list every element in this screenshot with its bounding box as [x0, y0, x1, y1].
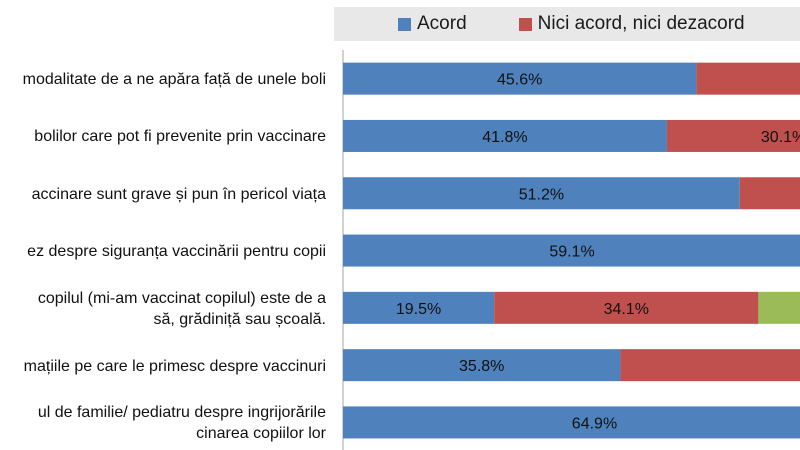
data-label: 45.6% — [497, 72, 542, 89]
bar-segment-series-0 — [343, 349, 621, 382]
bar-segment-series-0 — [343, 234, 800, 267]
data-label: 64.9% — [572, 415, 617, 432]
data-label: 19.5% — [396, 301, 441, 318]
category-label: modalitate de a ne apăra față de unele b… — [22, 71, 326, 89]
legend: Acord Nici acord, nici dezacord — [334, 7, 800, 41]
legend-swatch-neutral — [518, 17, 532, 31]
bar-segment-series-1 — [620, 349, 800, 382]
category-label: mațiile pe care le primesc despre vaccin… — [23, 357, 326, 375]
bar-segment-series-0 — [343, 119, 667, 152]
data-label: 35.8% — [459, 358, 504, 375]
category-label: accinare sunt grave și pun în pericol vi… — [31, 185, 326, 203]
bar-segment-series-0 — [343, 177, 740, 210]
data-label: 34.1% — [604, 301, 649, 318]
bar-segment-series-0 — [343, 291, 495, 324]
bar-segment-series-0 — [343, 406, 800, 439]
data-label: 41.8% — [482, 129, 527, 146]
legend-label-acord: Acord — [417, 13, 467, 34]
category-label: cinarea copiilor lor — [196, 425, 326, 443]
bar-segment-series-0 — [343, 62, 697, 95]
bar-segment-series-1 — [494, 291, 759, 324]
legend-item-neutral: Nici acord, nici dezacord — [518, 13, 745, 35]
data-label: 30.1% — [761, 129, 800, 146]
category-label: bolilor care pot fi prevenite prin vacci… — [34, 128, 326, 146]
bar-segment-series-1 — [666, 119, 800, 152]
category-label: copilul (mi-am vaccinat copilul) este de… — [37, 289, 326, 307]
category-label: să, grădiniță sau școală. — [153, 310, 326, 328]
data-label: 51.2% — [519, 186, 564, 203]
category-labels: modalitate de a ne apăra față de unele b… — [0, 0, 336, 450]
bar-segment-series-2 — [758, 291, 800, 324]
legend-item-acord: Acord — [398, 13, 467, 35]
category-label: ez despre siguranța vaccinării pentru co… — [27, 243, 326, 261]
legend-label-neutral: Nici acord, nici dezacord — [537, 13, 745, 34]
bar-segment-series-1 — [739, 177, 800, 210]
data-label: 59.1% — [549, 244, 594, 261]
bar-segment-series-1 — [696, 62, 800, 95]
legend-swatch-acord — [398, 17, 411, 31]
category-label: ul de familie/ pediatru despre ingrijoră… — [37, 404, 326, 422]
